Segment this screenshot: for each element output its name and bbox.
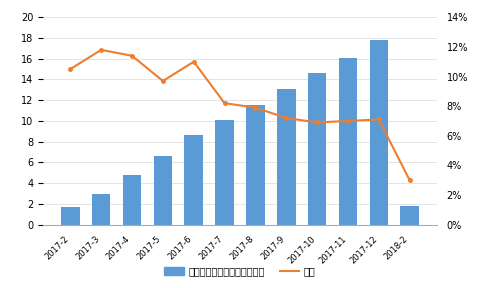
- 同比: [222, 101, 228, 105]
- 同比: [129, 54, 135, 58]
- 同比: [283, 116, 289, 120]
- 同比: [314, 121, 320, 124]
- Bar: [123, 175, 141, 225]
- Bar: [370, 40, 388, 225]
- Bar: [61, 207, 80, 225]
- Bar: [246, 105, 264, 225]
- 同比: [252, 106, 258, 109]
- Bar: [308, 73, 326, 225]
- 同比: [345, 119, 351, 123]
- 同比: [376, 118, 382, 121]
- Bar: [154, 156, 172, 225]
- 同比: [160, 79, 166, 83]
- Bar: [216, 120, 234, 225]
- Bar: [184, 135, 203, 225]
- Line: 同比: 同比: [69, 48, 411, 182]
- 同比: [191, 60, 197, 63]
- Bar: [277, 89, 296, 225]
- Bar: [339, 58, 357, 225]
- 同比: [407, 179, 412, 182]
- Bar: [92, 194, 110, 225]
- 同比: [68, 67, 73, 71]
- Legend: 房屋新开工面积（亿平方米）, 同比: 房屋新开工面积（亿平方米）, 同比: [160, 262, 320, 280]
- Bar: [400, 206, 419, 225]
- 同比: [98, 48, 104, 52]
